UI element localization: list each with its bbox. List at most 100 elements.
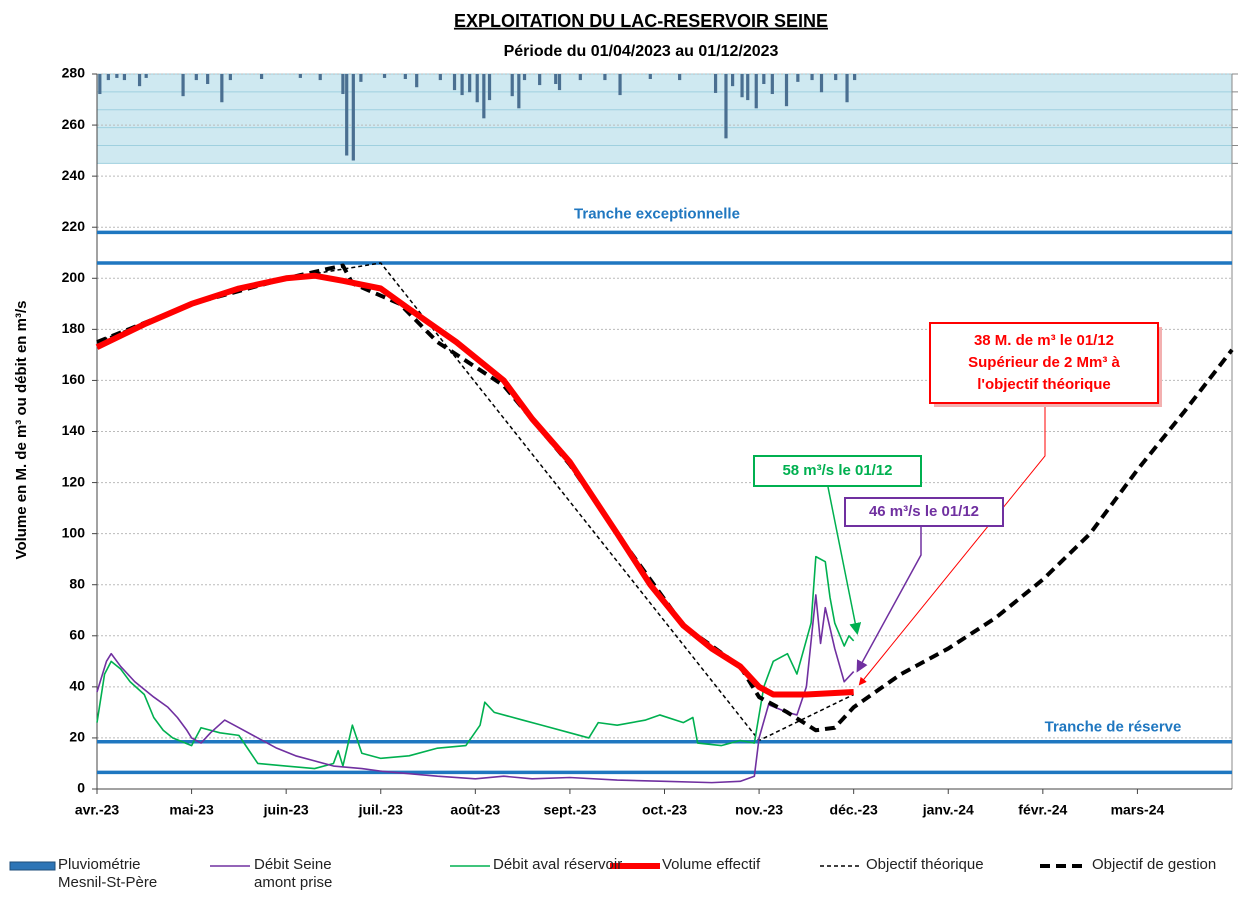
rain-bar	[746, 74, 750, 101]
rain-bar	[834, 74, 838, 81]
y-tick-label: 160	[62, 371, 86, 387]
rain-bar	[618, 74, 622, 96]
rain-bar	[845, 74, 849, 103]
y-tick-label: 140	[62, 422, 86, 438]
rain-bar	[678, 74, 682, 81]
rain-bar	[351, 74, 355, 161]
rain-bar	[106, 74, 110, 81]
rain-bar	[359, 74, 363, 82]
x-tick-label: janv.-24	[922, 802, 974, 818]
rain-bar	[415, 74, 419, 88]
rain-bar	[482, 74, 486, 119]
y-tick-label: 20	[69, 729, 85, 745]
rain-bar	[819, 74, 824, 93]
rain-bar	[713, 74, 718, 93]
rain-bar	[181, 74, 185, 97]
x-tick-label: févr.-24	[1018, 802, 1067, 818]
rain-bar	[522, 74, 527, 81]
annotation-box	[753, 455, 922, 487]
rain-bar	[122, 74, 127, 81]
annotation-arrow	[827, 486, 862, 635]
rain-bar	[796, 74, 800, 82]
rain-bar	[259, 74, 264, 80]
y-tick-label: 100	[62, 524, 86, 540]
y-tick-label: 0	[77, 780, 85, 796]
legend-label: Objectif de gestion	[1092, 856, 1217, 873]
reference-label: Tranche de réserve	[1045, 719, 1182, 736]
rain-bar	[460, 74, 464, 96]
rain-bar	[538, 74, 542, 86]
legend-label: Objectif théorique	[866, 856, 984, 873]
x-tick-label: sept.-23	[543, 802, 596, 818]
x-tick-label: juin-23	[263, 802, 309, 818]
annotation-text: 58 m³/s le 01/12	[782, 462, 892, 479]
legend-label: Débit Seine amont prise	[254, 856, 333, 891]
annotation-text: 38 M. de m³ le 01/12	[974, 332, 1114, 349]
rain-bar	[137, 74, 142, 87]
rain-bar	[318, 74, 322, 81]
rain-bar	[731, 74, 735, 87]
y-tick-label: 220	[62, 218, 86, 234]
chart-subtitle: Période du 01/04/2023 au 01/12/2023	[504, 43, 779, 60]
y-tick-label: 180	[62, 320, 86, 336]
x-tick-label: avr.-23	[75, 802, 120, 818]
legend-label: Pluviométrie Mesnil-St-Père	[58, 856, 158, 891]
rain-bar	[724, 74, 728, 139]
annotation-box	[844, 497, 1004, 527]
annotation-text: l'objectif théorique	[977, 376, 1111, 393]
x-tick-label: oct.-23	[642, 802, 687, 818]
x-tick-label: mars-24	[1111, 802, 1165, 818]
rain-bar	[403, 74, 407, 80]
rain-bar	[228, 74, 232, 81]
rain-bar	[740, 74, 744, 98]
rain-bar	[144, 74, 148, 78]
x-tick-label: juil.-23	[358, 802, 404, 818]
y-tick-label: 60	[69, 626, 85, 642]
rain-bar	[754, 74, 758, 109]
x-tick-label: déc.-23	[830, 802, 878, 818]
rain-bar	[770, 74, 774, 95]
rain-band	[97, 74, 1232, 164]
rain-bar	[810, 74, 814, 81]
annotation-arrow	[858, 405, 1046, 686]
series-line	[96, 594, 855, 784]
rain-bar	[603, 74, 607, 81]
rain-bar	[517, 74, 521, 109]
legend-label: Volume effectif	[662, 856, 761, 873]
y-tick-label: 280	[62, 65, 86, 81]
rain-bar	[206, 74, 210, 85]
y-tick-label: 120	[62, 473, 86, 489]
legend-label: Débit aval réservoir	[493, 856, 623, 873]
chart-title: EXPLOITATION DU LAC-RESERVOIR SEINE	[454, 11, 828, 31]
rain-bar	[438, 74, 442, 81]
rain-bar	[578, 74, 582, 81]
x-tick-label: mai-23	[169, 802, 214, 818]
y-tick-label: 40	[69, 678, 85, 694]
y-tick-label: 240	[62, 167, 86, 183]
y-tick-label: 80	[69, 575, 85, 591]
y-tick-label: 260	[62, 116, 86, 132]
rain-bar	[298, 74, 302, 78]
rain-bar	[194, 74, 198, 81]
rain-bar	[475, 74, 479, 103]
rain-bar	[452, 74, 457, 91]
series-line	[95, 272, 854, 698]
annotation-arrow	[856, 527, 922, 673]
x-tick-label: nov.-23	[735, 802, 783, 818]
rain-bar	[784, 74, 789, 107]
series-line	[96, 555, 855, 770]
reference-label: Tranche exceptionnelle	[574, 205, 740, 222]
rain-bar	[468, 74, 472, 93]
annotation-box	[929, 322, 1159, 404]
annotation-text: 46 m³/s le 01/12	[869, 503, 979, 520]
x-tick-label: août-23	[450, 802, 500, 818]
y-tick-label: 200	[62, 269, 86, 285]
rain-bar	[345, 74, 349, 156]
rain-bar	[510, 74, 514, 97]
rain-bar	[853, 74, 857, 81]
rain-bar	[382, 74, 387, 78]
rain-bar	[98, 74, 102, 95]
rain-bar	[487, 74, 492, 101]
